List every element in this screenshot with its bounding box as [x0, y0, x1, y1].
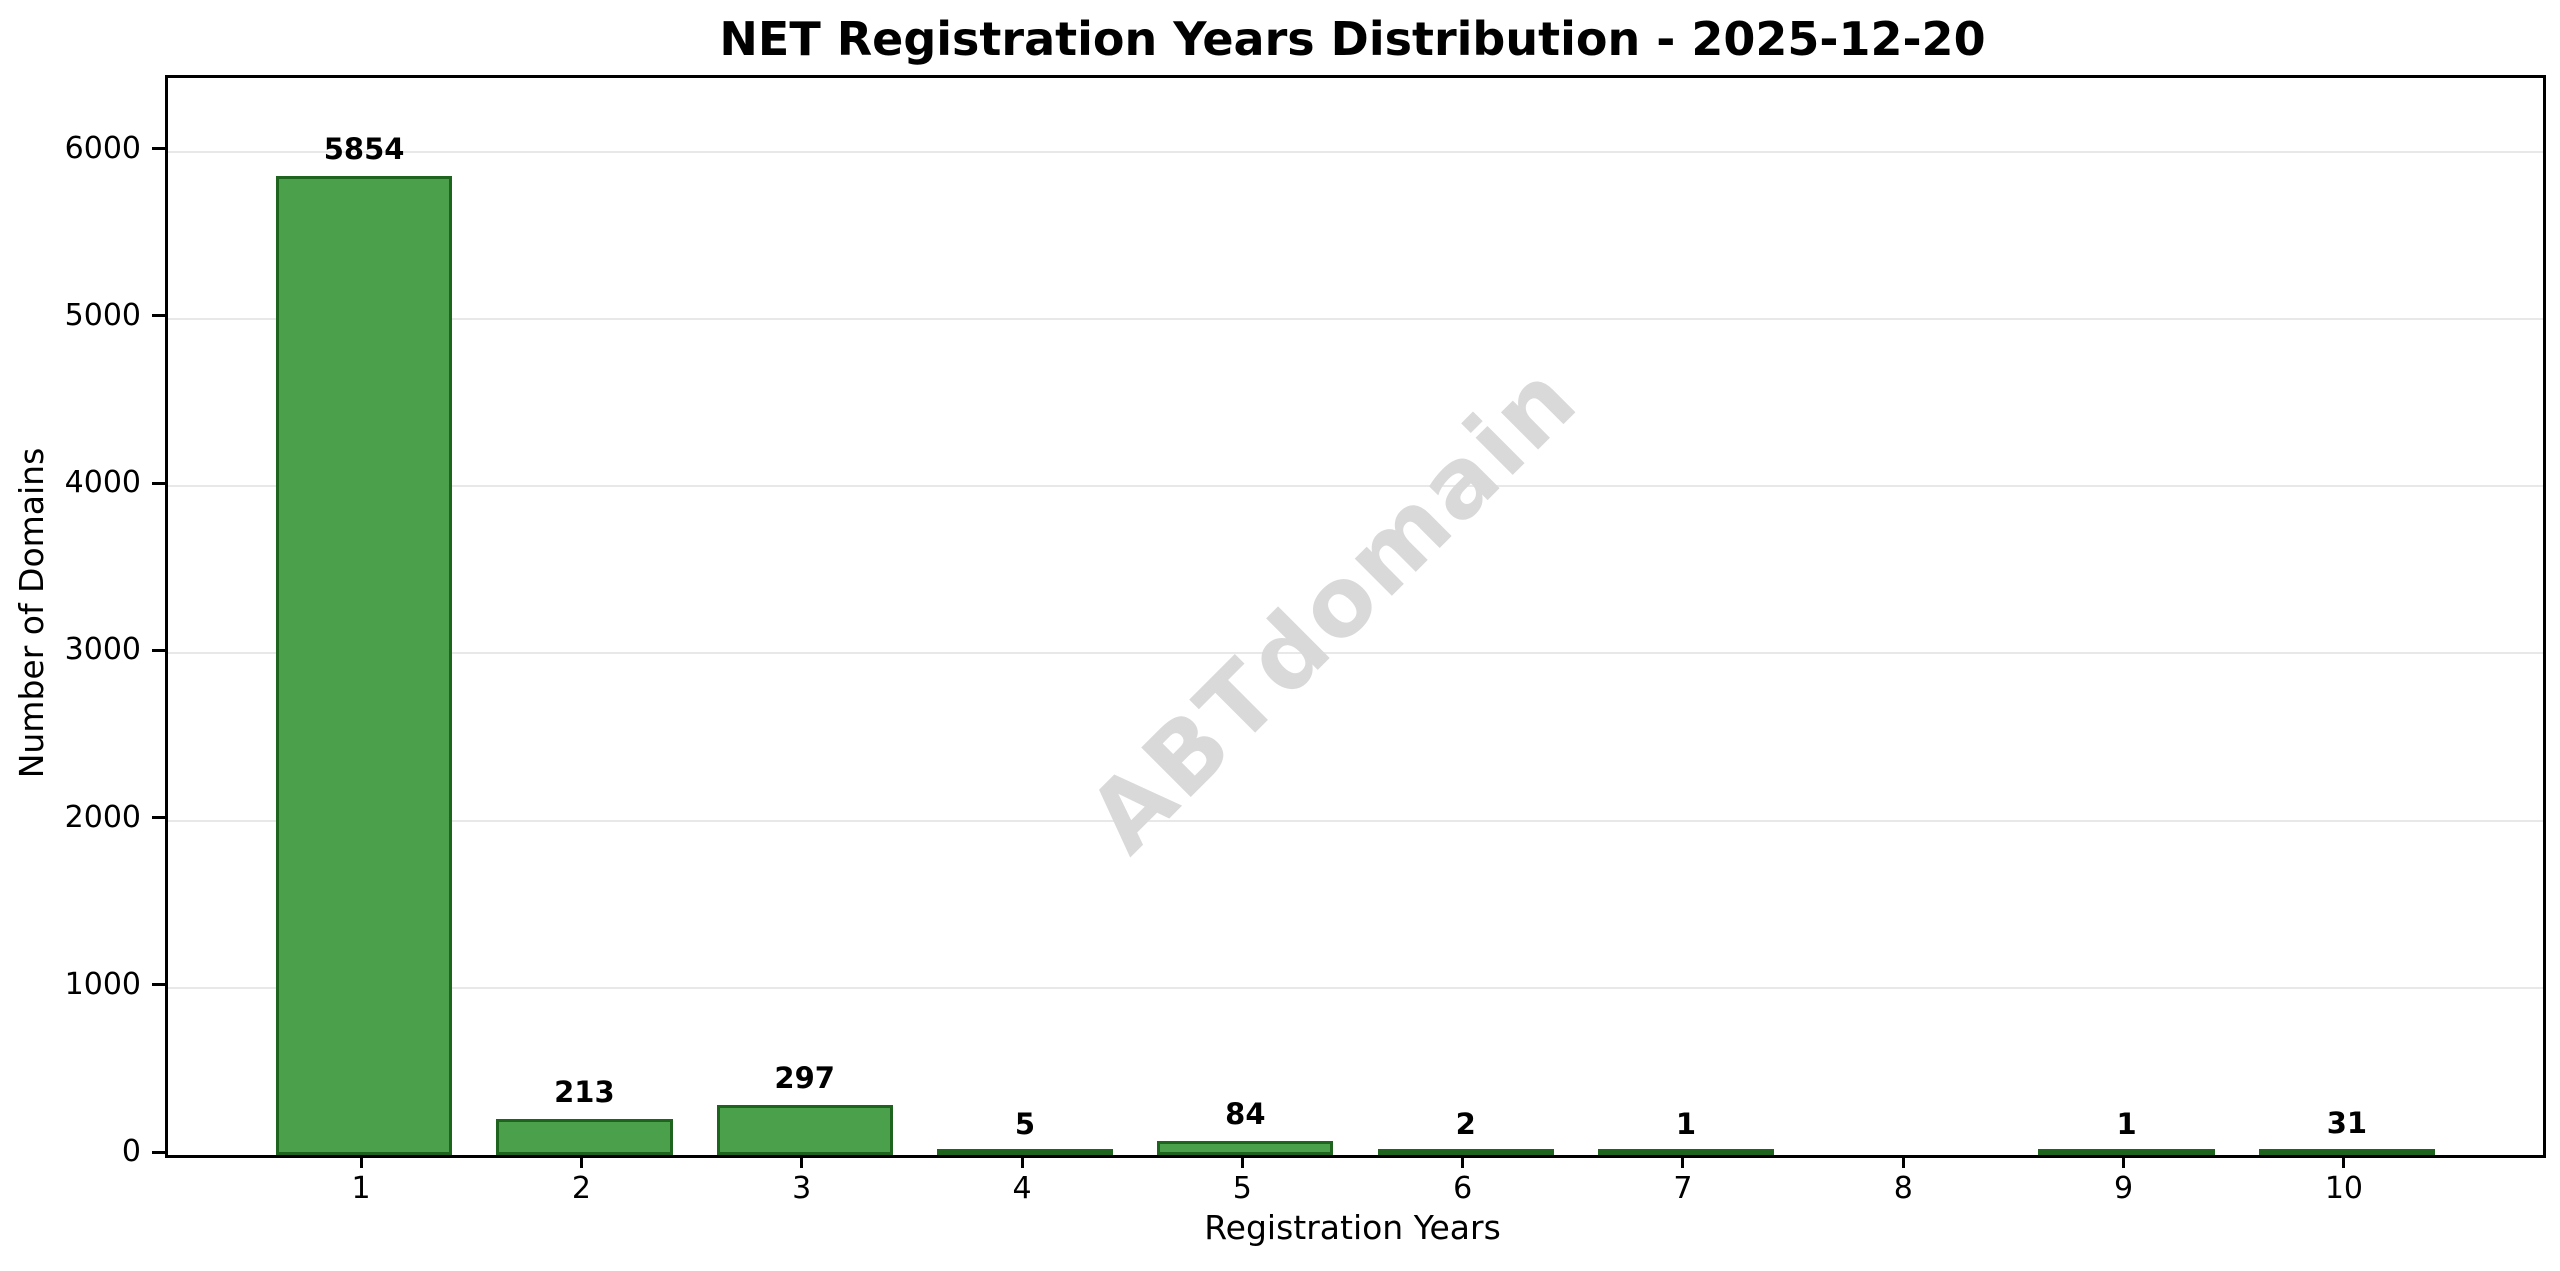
x-tick-label-1: 1 [351, 1171, 371, 1206]
y-tick-mark-5000 [152, 314, 165, 318]
y-tick-label-0: 0 [121, 1134, 141, 1169]
x-tick-label-7: 7 [1673, 1171, 1693, 1206]
bar-value-label-2: 213 [554, 1075, 615, 1110]
y-tick-label-4000: 4000 [64, 465, 141, 501]
y-tick-mark-1000 [152, 983, 165, 987]
watermark-text: ABTdomain [1066, 341, 1600, 875]
y-tick-mark-3000 [152, 648, 165, 652]
bar-value-label-7: 1 [1675, 1107, 1697, 1141]
x-tick-label-9: 9 [2114, 1171, 2134, 1206]
y-tick-label-1000: 1000 [64, 966, 141, 1002]
y-tick-mark-4000 [152, 481, 165, 485]
x-tick-mark-4 [1020, 1155, 1024, 1168]
y-tick-mark-2000 [152, 816, 165, 820]
bar-year-9 [2038, 1149, 2215, 1155]
bar-value-label-6: 2 [1455, 1107, 1476, 1141]
x-tick-mark-10 [2342, 1155, 2346, 1168]
plot-area: ABTdomain 5854 213 297 5 84 2 1 1 31 [165, 75, 2546, 1158]
x-tick-label-8: 8 [1893, 1171, 1913, 1206]
bar-value-label-3: 297 [774, 1061, 835, 1096]
x-tick-label-6: 6 [1453, 1171, 1473, 1206]
x-axis-label: Registration Years [1204, 1208, 1501, 1247]
bar-year-2 [496, 1119, 673, 1155]
bar-year-10 [2258, 1149, 2436, 1155]
x-tick-mark-7 [1681, 1155, 1685, 1168]
x-tick-mark-1 [359, 1155, 363, 1168]
bar-year-7 [1597, 1149, 1775, 1155]
bar-year-4 [936, 1149, 1114, 1155]
y-tick-mark-6000 [152, 147, 165, 151]
x-tick-mark-5 [1240, 1155, 1244, 1168]
y-tick-label-3000: 3000 [64, 632, 141, 668]
x-tick-label-3: 3 [792, 1171, 812, 1206]
x-tick-label-2: 2 [571, 1171, 591, 1206]
bar-year-6 [1377, 1149, 1554, 1155]
gridline-2000 [168, 819, 2543, 822]
chart-title: NET Registration Years Distribution - 20… [719, 12, 1986, 66]
x-tick-label-5: 5 [1232, 1171, 1252, 1206]
x-tick-mark-6 [1461, 1155, 1465, 1168]
bar-year-1 [275, 176, 453, 1155]
y-tick-mark-0 [152, 1150, 165, 1154]
x-tick-mark-8 [1901, 1155, 1905, 1168]
bar-value-label-5: 84 [1225, 1096, 1266, 1131]
x-tick-mark-2 [579, 1155, 583, 1168]
gridline-4000 [168, 485, 2543, 488]
y-tick-label-2000: 2000 [64, 799, 141, 835]
bar-value-label-1: 5854 [323, 132, 405, 167]
x-tick-mark-3 [800, 1155, 804, 1168]
x-tick-label-10: 10 [2324, 1171, 2363, 1206]
y-tick-label-5000: 5000 [64, 297, 141, 333]
gridline-6000 [168, 150, 2543, 153]
bar-value-label-10: 31 [2326, 1105, 2368, 1140]
gridline-5000 [168, 317, 2543, 320]
y-tick-label-6000: 6000 [64, 130, 141, 166]
bar-year-3 [716, 1105, 893, 1155]
x-tick-mark-9 [2122, 1155, 2126, 1168]
bar-value-label-4: 5 [1014, 1107, 1036, 1141]
gridline-1000 [168, 986, 2543, 989]
bar-year-5 [1157, 1140, 1334, 1155]
gridline-3000 [168, 652, 2543, 655]
bar-value-label-9: 1 [2116, 1107, 2137, 1141]
x-tick-label-4: 4 [1012, 1171, 1032, 1206]
